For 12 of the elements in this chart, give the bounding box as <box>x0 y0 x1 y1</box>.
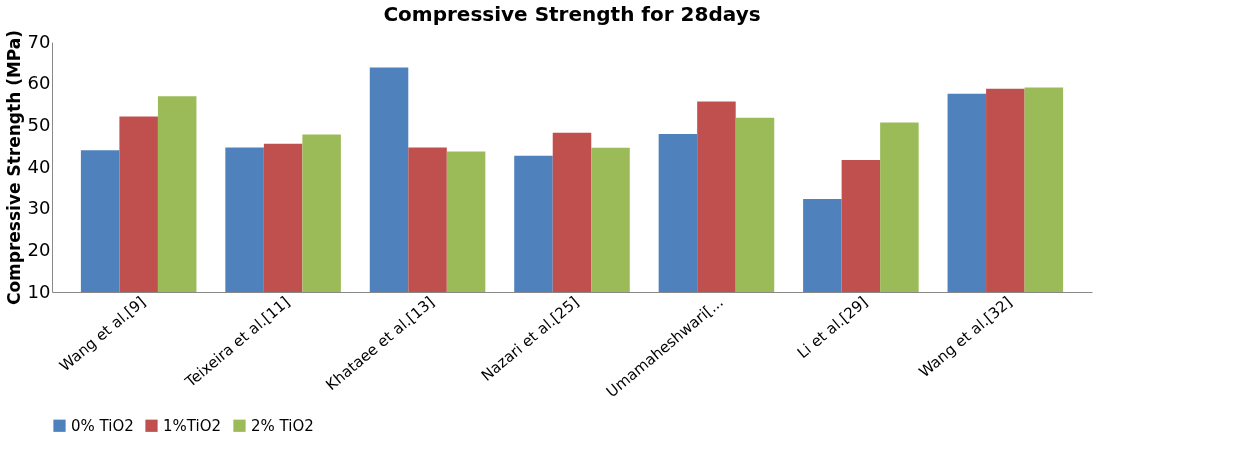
y-tick-label: 70 <box>27 30 51 52</box>
y-tick-label: 40 <box>27 155 51 177</box>
legend-label: 0% TiO2 <box>71 416 134 435</box>
y-tick-label: 30 <box>27 197 51 219</box>
legend-label: 2% TiO2 <box>251 416 314 435</box>
y-axis-title: Compressive Strength (MPa) <box>3 29 24 306</box>
chart-title: Compressive Strength for 28days <box>383 2 761 27</box>
y-tick-label: 20 <box>27 238 51 260</box>
legend-label: 1%TiO2 <box>163 416 222 435</box>
y-tick-label: 10 <box>27 280 51 302</box>
y-tick-label: 50 <box>27 113 51 135</box>
y-tick-label: 60 <box>27 72 51 94</box>
